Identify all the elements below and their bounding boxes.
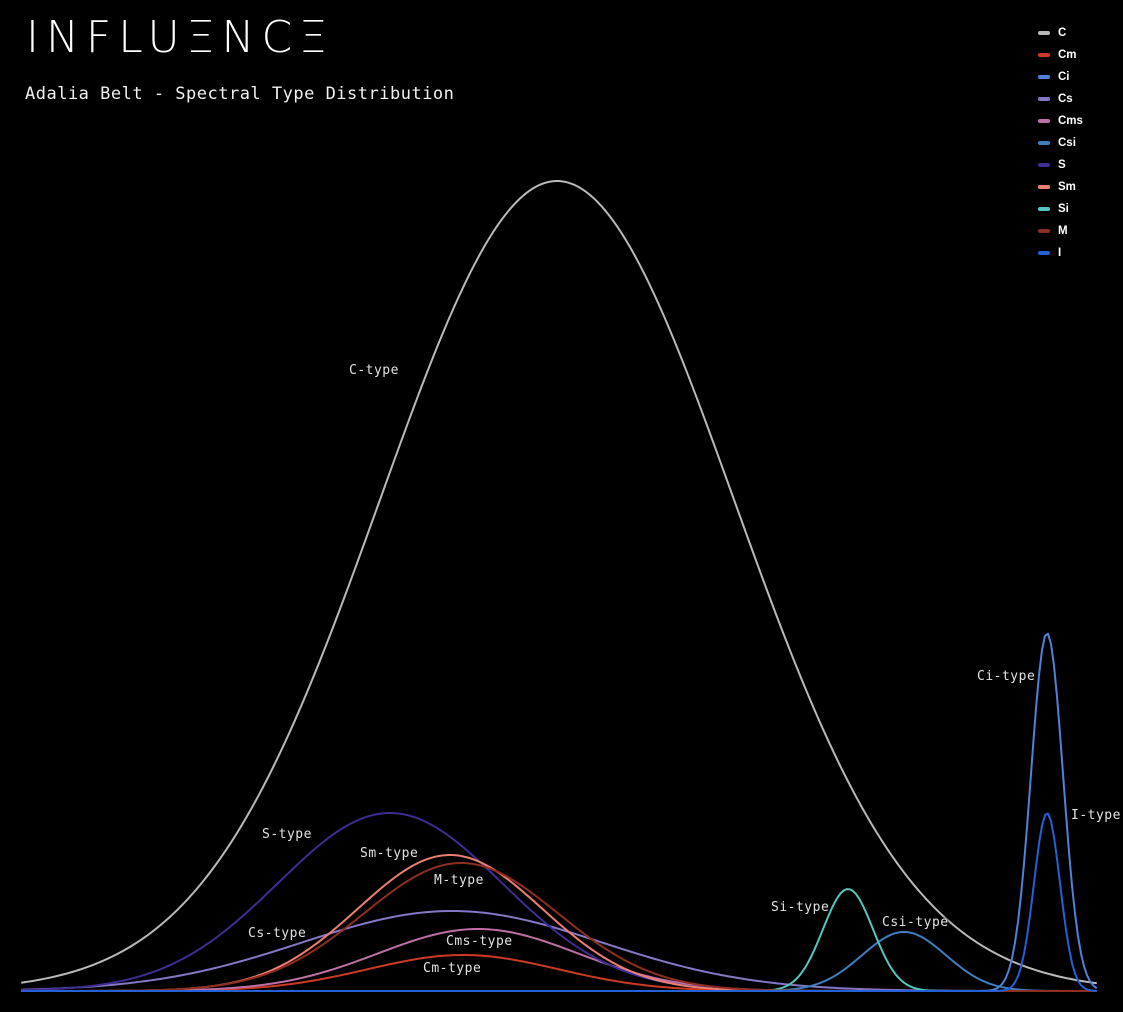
curve-label-csi-type: Csi-type [882, 915, 949, 930]
curve-Cm [21, 954, 1097, 992]
legend-swatch-Cm [1038, 53, 1050, 57]
legend-swatch-Csi [1038, 141, 1050, 145]
legend-label-M: M [1058, 225, 1068, 237]
legend-swatch-Ci [1038, 75, 1050, 79]
legend-swatch-Si [1038, 207, 1050, 211]
legend-label-S: S [1058, 159, 1066, 171]
legend-item-Cm: Cm [1038, 49, 1083, 61]
legend-label-Cs: Cs [1058, 93, 1073, 105]
legend-label-Csi: Csi [1058, 137, 1076, 149]
curve-label-m-type: M-type [434, 873, 484, 888]
legend-swatch-Sm [1038, 185, 1050, 189]
curve-C [21, 180, 1097, 985]
legend-item-I: I [1038, 247, 1083, 259]
legend-item-Cms: Cms [1038, 115, 1083, 127]
curve-Cms [21, 928, 1097, 992]
curve-label-i-type: I-type [1071, 808, 1121, 823]
curve-label-si-type: Si-type [771, 900, 830, 915]
legend-item-Ci: Ci [1038, 71, 1083, 83]
curve-Ci [21, 632, 1097, 992]
app-logo: INFLUΞNCΞ [26, 12, 334, 63]
curve-label-cm-type: Cm-type [423, 961, 482, 976]
curve-label-s-type: S-type [262, 827, 312, 842]
legend-swatch-Cms [1038, 119, 1050, 123]
legend-swatch-Cs [1038, 97, 1050, 101]
legend-item-C: C [1038, 27, 1083, 39]
legend-label-Sm: Sm [1058, 181, 1076, 193]
legend-label-C: C [1058, 27, 1067, 39]
legend-item-M: M [1038, 225, 1083, 237]
legend-item-S: S [1038, 159, 1083, 171]
curve-S [21, 812, 1097, 992]
curve-label-cms-type: Cms-type [446, 934, 513, 949]
curve-label-sm-type: Sm-type [360, 846, 419, 861]
legend-item-Csi: Csi [1038, 137, 1083, 149]
legend-label-Cms: Cms [1058, 115, 1083, 127]
legend-label-Cm: Cm [1058, 49, 1077, 61]
legend-swatch-C [1038, 31, 1050, 35]
legend-label-I: I [1058, 247, 1062, 259]
curve-label-cs-type: Cs-type [248, 926, 307, 941]
legend-item-Cs: Cs [1038, 93, 1083, 105]
legend-swatch-I [1038, 251, 1050, 255]
legend-swatch-M [1038, 229, 1050, 233]
curve-I [21, 812, 1097, 992]
curve-label-ci-type: Ci-type [977, 669, 1036, 684]
legend-label-Si: Si [1058, 203, 1069, 215]
legend-item-Sm: Sm [1038, 181, 1083, 193]
page-title: Adalia Belt - Spectral Type Distribution [25, 84, 455, 104]
legend-label-Ci: Ci [1058, 71, 1070, 83]
legend-swatch-S [1038, 163, 1050, 167]
curve-Csi [21, 931, 1097, 992]
legend: C Cm Ci Cs Cms Csi S Sm Si M I [1038, 27, 1083, 269]
curve-label-c-type: C-type [349, 363, 399, 378]
legend-item-Si: Si [1038, 203, 1083, 215]
